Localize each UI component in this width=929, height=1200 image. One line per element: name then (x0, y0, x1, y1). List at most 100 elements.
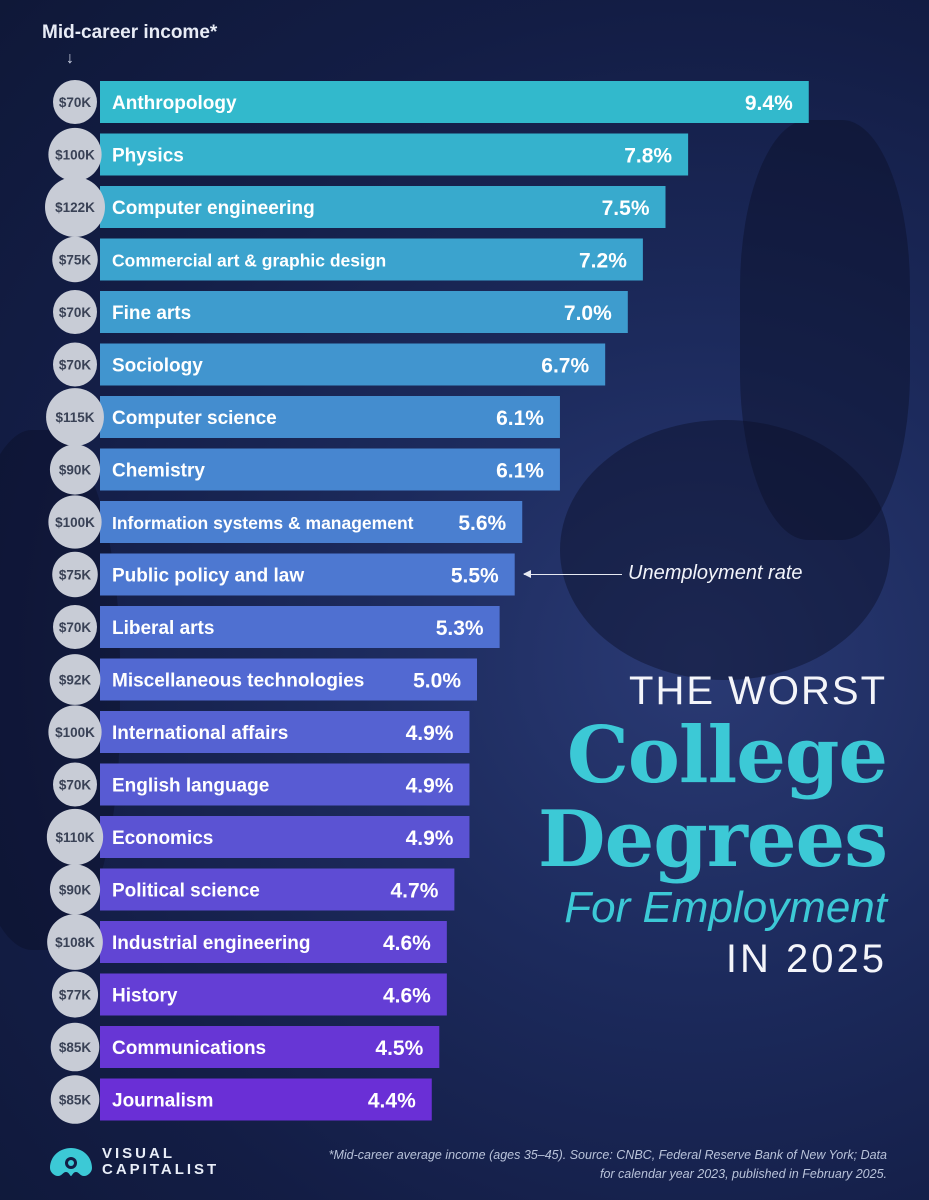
value-label: 5.5% (451, 565, 499, 588)
income-circle (48, 705, 102, 759)
bar (100, 553, 515, 596)
income-label: $122K (55, 200, 95, 215)
income-circle (46, 808, 104, 866)
income-label: $70K (59, 778, 92, 793)
income-label: $70K (59, 358, 92, 373)
value-label: 7.0% (564, 302, 612, 325)
left-arrow-icon (523, 570, 622, 578)
category-label: Physics (112, 146, 184, 167)
bar (100, 186, 666, 228)
income-circle (48, 495, 102, 549)
income-circle (53, 605, 97, 649)
category-label: History (112, 986, 178, 1007)
category-label: Miscellaneous technologies (112, 671, 364, 692)
income-label: $85K (59, 1040, 92, 1055)
background-silhouette (740, 120, 910, 540)
bar (100, 868, 455, 911)
category-label: Industrial engineering (112, 933, 310, 954)
bar (100, 448, 560, 491)
title-line-2: College (566, 710, 888, 801)
value-label: 7.8% (624, 145, 672, 168)
income-circle (53, 762, 97, 807)
value-label: 5.3% (436, 617, 484, 640)
bar (100, 763, 470, 806)
bar (100, 343, 606, 386)
income-circle (46, 388, 104, 446)
bar (100, 81, 809, 123)
category-label: Computer science (112, 408, 277, 429)
income-label: $75K (59, 253, 92, 268)
background-silhouette (560, 420, 890, 680)
income-label: $70K (59, 95, 92, 110)
category-label: Fine arts (112, 303, 191, 324)
category-label: Liberal arts (112, 618, 214, 639)
value-label: 7.5% (602, 197, 650, 220)
income-label: $108K (55, 935, 95, 950)
logo-text: VISUAL CAPITALIST (102, 1146, 219, 1178)
title-block: THE WORST College Degrees For Employment… (537, 668, 888, 984)
income-label: $70K (59, 620, 92, 635)
unemployment-rate-annotation: Unemployment rate (628, 562, 803, 584)
income-circle (49, 444, 101, 495)
income-circle (45, 177, 105, 237)
category-label: Anthropology (112, 93, 237, 114)
income-label: $115K (55, 410, 94, 425)
income-label: $100K (55, 148, 95, 163)
income-circle (52, 236, 98, 283)
income-circle (53, 290, 97, 334)
income-label: $110K (55, 830, 94, 845)
value-label: 4.4% (368, 1090, 416, 1113)
value-label: 4.6% (383, 932, 431, 955)
category-label: Economics (112, 828, 213, 849)
value-label: 4.9% (406, 827, 454, 850)
category-label: Chemistry (112, 461, 205, 482)
bar (100, 816, 470, 858)
income-column-header: Mid-career income* (42, 22, 218, 43)
value-label: 9.4% (745, 92, 793, 115)
title-line-5: IN 2025 (725, 937, 887, 981)
income-circle (52, 551, 98, 598)
bar (100, 238, 643, 281)
income-circle (48, 127, 102, 182)
income-circle (49, 654, 101, 705)
value-label: 4.9% (406, 775, 454, 798)
category-label: English language (112, 776, 269, 797)
income-circle (53, 342, 97, 387)
bar-chart: $70K Anthropology 9.4% $100K Physics 7.8% $122… (45, 80, 809, 1124)
income-circle (47, 914, 103, 970)
value-label: 4.9% (406, 722, 454, 745)
value-label: 6.1% (496, 460, 544, 483)
value-label: 6.7% (541, 355, 589, 378)
title-line-1: THE WORST (629, 669, 887, 713)
income-label: $100K (55, 515, 95, 530)
value-label: 6.1% (496, 407, 544, 430)
bar (100, 501, 523, 543)
visual-capitalist-logo: VISUAL CAPITALIST (46, 1142, 219, 1182)
income-label: $85K (59, 1093, 92, 1108)
title-line-3: Degrees (537, 794, 888, 885)
bar (100, 1078, 432, 1121)
bar (100, 921, 447, 963)
income-circle (50, 1075, 100, 1124)
income-label: $70K (59, 305, 92, 320)
footnote: *Mid-career average income (ages 35–45).… (328, 1148, 887, 1181)
income-label: $100K (55, 725, 95, 740)
income-label: $90K (59, 463, 92, 478)
category-label: Public policy and law (112, 566, 304, 587)
bar (100, 711, 470, 753)
value-label: 4.5% (375, 1037, 423, 1060)
bar (100, 291, 628, 333)
category-label: Commercial art & graphic design (112, 251, 386, 271)
income-label: $77K (59, 988, 92, 1003)
down-arrow-icon: ↓ (66, 50, 74, 67)
bar (100, 658, 477, 701)
bar (100, 606, 500, 648)
value-label: 4.6% (383, 985, 431, 1008)
category-label: Sociology (112, 356, 203, 377)
category-label: Communications (112, 1038, 266, 1059)
category-label: Journalism (112, 1091, 213, 1112)
visual-capitalist-logo-icon (50, 1148, 92, 1176)
income-label: $90K (59, 883, 92, 898)
bar (100, 396, 560, 438)
income-circle (53, 80, 97, 124)
